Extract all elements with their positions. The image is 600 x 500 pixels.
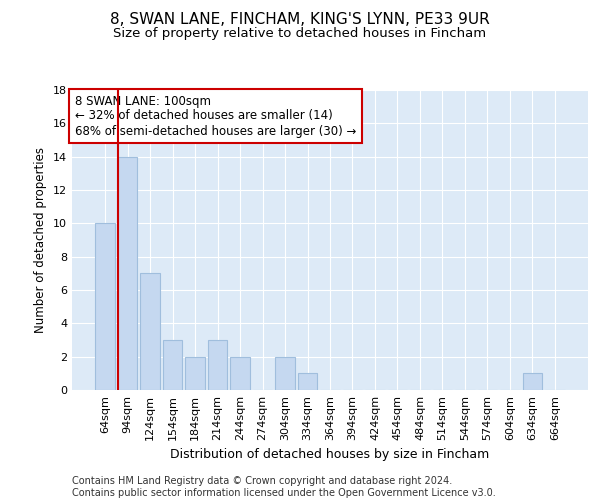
Bar bbox=[208, 340, 227, 390]
Text: 8, SWAN LANE, FINCHAM, KING'S LYNN, PE33 9UR: 8, SWAN LANE, FINCHAM, KING'S LYNN, PE33… bbox=[110, 12, 490, 28]
Text: Contains HM Land Registry data © Crown copyright and database right 2024.
Contai: Contains HM Land Registry data © Crown c… bbox=[72, 476, 496, 498]
Text: 8 SWAN LANE: 100sqm
← 32% of detached houses are smaller (14)
68% of semi-detach: 8 SWAN LANE: 100sqm ← 32% of detached ho… bbox=[74, 94, 356, 138]
Bar bbox=[95, 224, 115, 390]
Bar bbox=[230, 356, 250, 390]
X-axis label: Distribution of detached houses by size in Fincham: Distribution of detached houses by size … bbox=[170, 448, 490, 462]
Bar bbox=[185, 356, 205, 390]
Y-axis label: Number of detached properties: Number of detached properties bbox=[34, 147, 47, 333]
Bar bbox=[118, 156, 137, 390]
Text: Size of property relative to detached houses in Fincham: Size of property relative to detached ho… bbox=[113, 28, 487, 40]
Bar bbox=[523, 374, 542, 390]
Bar bbox=[140, 274, 160, 390]
Bar bbox=[298, 374, 317, 390]
Bar bbox=[163, 340, 182, 390]
Bar bbox=[275, 356, 295, 390]
